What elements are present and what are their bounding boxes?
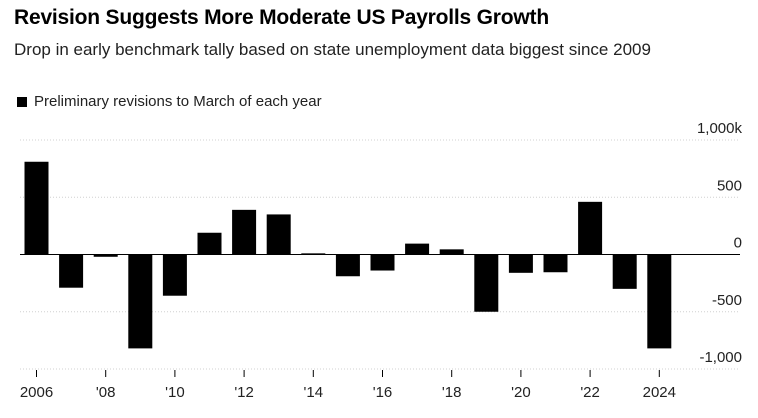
chart-title: Revision Suggests More Moderate US Payro… [14, 6, 549, 29]
x-tick-label: '20 [511, 384, 531, 401]
bar [266, 214, 291, 255]
y-tick-label: 500 [717, 177, 742, 194]
bar [405, 243, 430, 255]
bar [128, 254, 153, 349]
bar [335, 254, 360, 277]
legend-label: Preliminary revisions to March of each y… [34, 93, 322, 110]
legend: Preliminary revisions to March of each y… [17, 93, 322, 110]
x-tick-label: '16 [373, 384, 393, 401]
bar [543, 254, 568, 273]
x-tick-label: '10 [165, 384, 185, 401]
bar [301, 253, 326, 255]
x-tick-label: '18 [442, 384, 462, 401]
legend-swatch [17, 96, 27, 107]
bar [647, 254, 672, 349]
bar [232, 209, 257, 255]
bar [612, 254, 637, 289]
y-tick-label: 1,000k [697, 120, 743, 137]
x-tick-label: '14 [304, 384, 324, 401]
chart-subtitle: Drop in early benchmark tally based on s… [14, 40, 651, 59]
bar [197, 232, 222, 255]
x-tick-label: 2024 [643, 384, 676, 401]
bar [508, 254, 533, 273]
x-tick-label: 2006 [20, 384, 53, 401]
bar [578, 201, 603, 255]
y-tick-label: 0 [734, 235, 742, 252]
y-tick-label: -500 [712, 292, 742, 309]
bar [59, 254, 84, 288]
y-tick-label: -1,000 [699, 349, 742, 366]
x-tick-label: '22 [580, 384, 600, 401]
bar [474, 254, 499, 312]
bar [370, 254, 395, 271]
bar [24, 161, 49, 255]
bar [439, 249, 464, 255]
x-tick-label: '08 [96, 384, 116, 401]
x-tick-label: '12 [234, 384, 254, 401]
bar [93, 254, 118, 257]
bar [162, 254, 187, 296]
